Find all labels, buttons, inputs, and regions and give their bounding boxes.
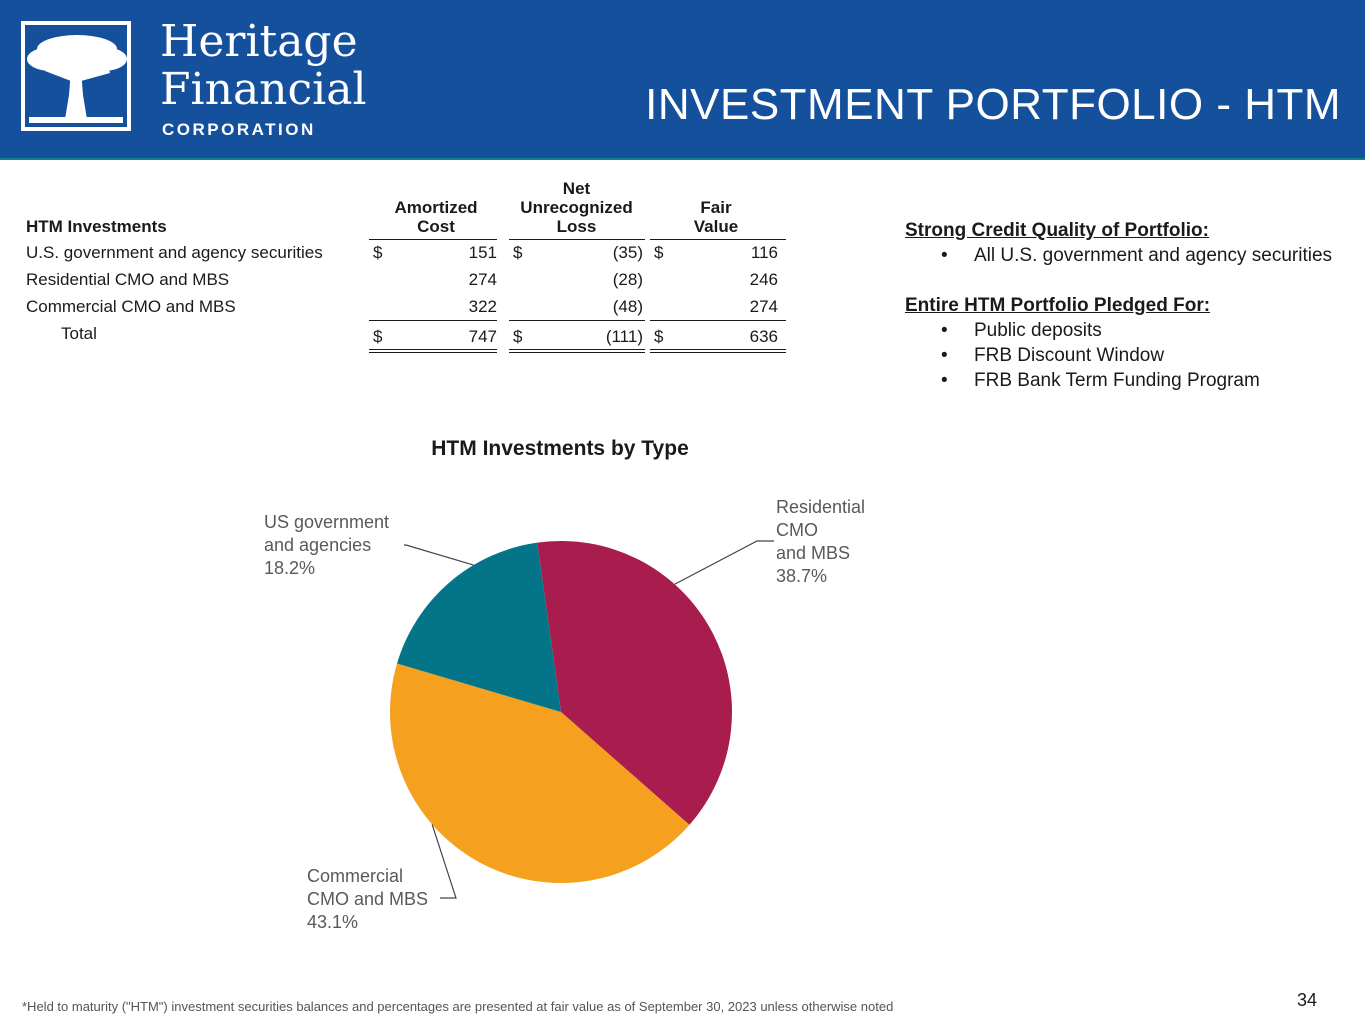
subtotal-rule (650, 320, 786, 321)
slice-label-line: and MBS (776, 543, 851, 563)
cost-currency: $ (373, 243, 383, 262)
subtotal-rule (369, 320, 497, 321)
cost-value: 322 (468, 297, 497, 316)
loss-value: (28) (612, 270, 643, 289)
list-item: FRB Discount Window (905, 343, 1345, 368)
total-double-rule (650, 349, 786, 353)
total-double-rule (369, 349, 497, 353)
loss-currency: $ (513, 243, 523, 262)
slice-value-label: 43.1% (307, 912, 359, 932)
list-item: FRB Bank Term Funding Program (905, 368, 1345, 393)
page-title: INVESTMENT PORTFOLIO - HTM (645, 80, 1341, 129)
fair-value: 246 (749, 270, 778, 289)
fair-value: 116 (750, 243, 778, 262)
header-banner: Heritage Financial CORPORATION INVESTMEN… (0, 0, 1365, 160)
leader-line-residential (674, 540, 774, 585)
pie-slice-us-government (397, 542, 561, 712)
slice-value-label: 18.2% (264, 558, 316, 578)
loss-value: (111) (605, 327, 643, 346)
cost-value: 747 (468, 327, 497, 346)
chart-title: HTM Investments by Type (431, 437, 689, 460)
header-rule (509, 239, 645, 240)
brand-name-heritage: Heritage (160, 16, 358, 67)
pledged-list: Public deposits FRB Discount Window FRB … (905, 318, 1345, 393)
header-line: Cost (417, 217, 455, 236)
pie-slice-residential (537, 541, 732, 825)
logo-frame (21, 21, 131, 131)
header-line: Loss (556, 217, 597, 236)
total-label: Total (61, 324, 97, 343)
fair-value: 636 (749, 327, 778, 346)
brand-name-financial: Financial (160, 64, 367, 115)
pledged-heading: Entire HTM Portfolio Pledged For: (905, 295, 1211, 316)
table-header-amortized-cost: Amortized Cost (376, 198, 496, 236)
pie-slice-commercial (389, 663, 690, 883)
slice-label-us-government: US government and agencies 18.2% (264, 511, 389, 580)
credit-quality-heading: Strong Credit Quality of Portfolio: (905, 220, 1209, 241)
leader-line-commercial (431, 824, 457, 899)
header-line: Net (562, 179, 591, 198)
row-label: Residential CMO and MBS (26, 270, 230, 289)
header-rule (650, 239, 786, 240)
slice-label-line: Residential (776, 497, 866, 517)
fair-currency: $ (654, 327, 664, 346)
cost-value: 151 (468, 243, 497, 262)
row-label: Commercial CMO and MBS (26, 297, 236, 316)
slice-label-line: CMO and MBS (307, 889, 429, 909)
loss-value: (35) (612, 243, 643, 262)
table-header-fair-value: Fair Value (666, 198, 766, 236)
tree-logo-icon (27, 35, 127, 123)
total-double-rule (509, 349, 645, 353)
slice-label-line: CMO (776, 520, 818, 540)
header-line: Amortized (394, 198, 478, 217)
table-header-net-loss: Net Unrecognized Loss (509, 179, 644, 236)
table-header-label: HTM Investments (26, 217, 167, 236)
slice-label-line: US government (264, 512, 390, 532)
header-rule (369, 239, 497, 240)
page-number: 34 (1297, 990, 1318, 1010)
brand-name-corporation: CORPORATION (162, 120, 316, 139)
slice-label-line: Commercial (307, 866, 404, 886)
header-line: Value (693, 217, 739, 236)
slice-value-label: 38.7% (776, 566, 828, 586)
subtotal-rule (509, 320, 645, 321)
loss-value: (48) (612, 297, 643, 316)
cost-currency: $ (373, 327, 383, 346)
fair-currency: $ (654, 243, 664, 262)
footnote: *Held to maturity ("HTM") investment sec… (22, 999, 894, 1014)
list-item: Public deposits (905, 318, 1345, 343)
loss-currency: $ (513, 327, 523, 346)
header-line: Fair (700, 198, 732, 217)
list-item: All U.S. government and agency securitie… (905, 243, 1345, 268)
fair-value: 274 (749, 297, 778, 316)
slice-label-residential: Residential CMO and MBS 38.7% (776, 496, 865, 588)
header-line: Unrecognized (520, 198, 633, 217)
leader-line-us-government (404, 544, 474, 566)
slice-label-line: and agencies (264, 535, 372, 555)
portfolio-notes: Strong Credit Quality of Portfolio: All … (905, 218, 1345, 393)
slice-label-commercial: Commercial CMO and MBS 43.1% (307, 865, 428, 934)
credit-quality-list: All U.S. government and agency securitie… (905, 243, 1345, 268)
cost-value: 274 (468, 270, 497, 289)
row-label: U.S. government and agency securities (26, 243, 323, 262)
